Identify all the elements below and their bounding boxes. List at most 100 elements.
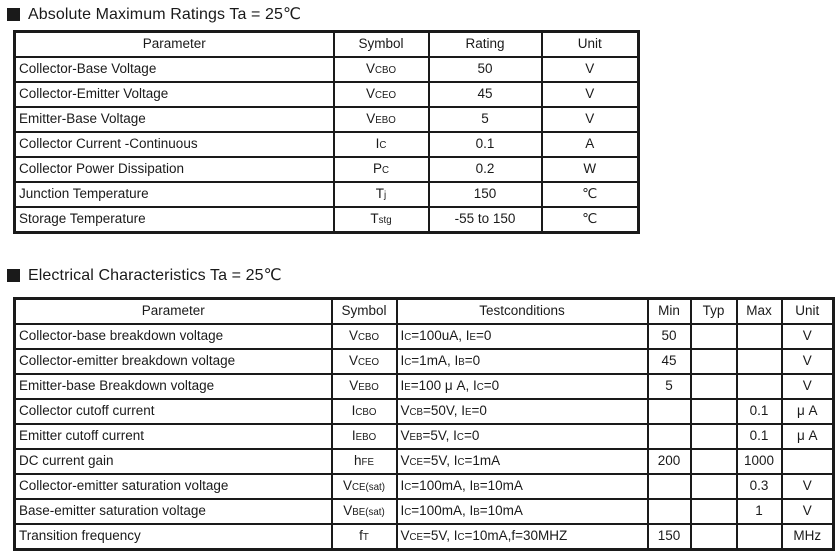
electrical-characteristics-table-body: Collector-base breakdown voltage VCBO IC=1… <box>13 323 835 551</box>
cell-symbol: ICBO <box>330 398 398 425</box>
table-row: Collector Power Dissipation PC 0.2 W <box>13 156 640 183</box>
cell-typ <box>689 523 738 551</box>
table-row: DC current gain hFE VCE=5V, IC=1mA 200 1000 <box>13 448 835 475</box>
table-row: Collector-Emitter Voltage VCEO 45 V <box>13 81 640 108</box>
cell-parameter: Collector Power Dissipation <box>13 156 335 183</box>
cell-rating: 50 <box>427 56 543 83</box>
cell-unit: μ A <box>780 398 835 425</box>
cell-max: 1000 <box>735 448 783 475</box>
cell-min: 200 <box>646 448 692 475</box>
cell-testconditions: IC=1mA, IB=0 <box>395 348 649 375</box>
cell-unit <box>780 448 835 475</box>
cell-unit: V <box>540 81 640 108</box>
cell-unit: V <box>540 56 640 83</box>
cell-symbol: VBE(sat) <box>330 498 398 525</box>
table-row: Junction Temperature Tj 150 ℃ <box>13 181 640 208</box>
column-header-symbol: Symbol <box>332 30 430 58</box>
cell-parameter: Junction Temperature <box>13 181 335 208</box>
cell-max <box>735 323 783 350</box>
cell-symbol: VEBO <box>330 373 398 400</box>
column-header-testconditions: Testconditions <box>395 297 649 325</box>
cell-symbol: fT <box>330 523 398 551</box>
table-row: Transition frequency fT VCE=5V, IC=10mA,f=… <box>13 523 835 551</box>
section-marker-icon <box>7 7 20 21</box>
cell-testconditions: IC=100mA, IB=10mA <box>395 473 649 500</box>
cell-parameter: Collector-base breakdown voltage <box>13 323 333 350</box>
cell-min: 5 <box>646 373 692 400</box>
cell-symbol: hFE <box>330 448 398 475</box>
abs-max-table-body: Collector-Base Voltage VCBO 50 V Collector-E… <box>13 56 640 234</box>
column-header-max: Max <box>735 297 783 325</box>
cell-unit: V <box>780 348 835 375</box>
cell-testconditions: IE=100 μ A, IC=0 <box>395 373 649 400</box>
cell-rating: 150 <box>427 181 543 208</box>
column-header-unit: Unit <box>780 297 835 325</box>
cell-min <box>646 498 692 525</box>
section-title-text: Electrical Characteristics Ta = 25℃ <box>28 267 282 284</box>
column-header-parameter: Parameter <box>13 30 335 58</box>
cell-typ <box>689 448 738 475</box>
table-row: Storage Temperature Tstg -55 to 150 ℃ <box>13 206 640 234</box>
section-title-absolute-maximum-ratings: Absolute Maximum Ratings Ta = 25℃ <box>7 4 301 24</box>
cell-testconditions: IC=100mA, IB=10mA <box>395 498 649 525</box>
cell-parameter: Emitter-base Breakdown voltage <box>13 373 333 400</box>
cell-unit: V <box>780 373 835 400</box>
cell-unit: V <box>540 106 640 133</box>
table-row: Collector Current -Continuous IC 0.1 A <box>13 131 640 158</box>
cell-typ <box>689 323 738 350</box>
cell-parameter: Collector-emitter breakdown voltage <box>13 348 333 375</box>
table-row: Collector-emitter breakdown voltage VCEO I… <box>13 348 835 375</box>
cell-max: 1 <box>735 498 783 525</box>
cell-typ <box>689 473 738 500</box>
cell-parameter: DC current gain <box>13 448 333 475</box>
cell-parameter: Transition frequency <box>13 523 333 551</box>
cell-max <box>735 373 783 400</box>
column-header-min: Min <box>646 297 692 325</box>
column-header-symbol: Symbol <box>330 297 398 325</box>
cell-rating: 5 <box>427 106 543 133</box>
cell-rating: 45 <box>427 81 543 108</box>
cell-unit: A <box>540 131 640 158</box>
table-row: Emitter-Base Voltage VEBO 5 V <box>13 106 640 133</box>
cell-rating: -55 to 150 <box>427 206 543 234</box>
cell-unit: ℃ <box>540 181 640 208</box>
cell-parameter: Storage Temperature <box>13 206 335 234</box>
table-row: Collector cutoff current ICBO VCB=50V, IE=… <box>13 398 835 425</box>
cell-typ <box>689 373 738 400</box>
cell-symbol: PC <box>332 156 430 183</box>
section-title-electrical-characteristics: Electrical Characteristics Ta = 25℃ <box>7 265 282 285</box>
cell-symbol: Tstg <box>332 206 430 234</box>
cell-parameter: Collector-Emitter Voltage <box>13 81 335 108</box>
cell-max <box>735 348 783 375</box>
column-header-rating: Rating <box>427 30 543 58</box>
cell-max: 0.3 <box>735 473 783 500</box>
cell-parameter: Collector cutoff current <box>13 398 333 425</box>
table-row: Collector-emitter saturation voltage VCE(… <box>13 473 835 500</box>
cell-testconditions: VEB=5V, IC=0 <box>395 423 649 450</box>
cell-rating: 0.1 <box>427 131 543 158</box>
cell-max <box>735 523 783 551</box>
table-header-row: Parameter Symbol Rating Unit <box>13 30 640 58</box>
cell-unit: V <box>780 473 835 500</box>
cell-min: 50 <box>646 323 692 350</box>
cell-min: 150 <box>646 523 692 551</box>
column-header-typ: Typ <box>689 297 738 325</box>
cell-unit: V <box>780 498 835 525</box>
cell-unit: μ A <box>780 423 835 450</box>
cell-testconditions: VCE=5V, IC=10mA,f=30MHZ <box>395 523 649 551</box>
cell-symbol: VCE(sat) <box>330 473 398 500</box>
cell-symbol: IC <box>332 131 430 158</box>
table-row: Collector-Base Voltage VCBO 50 V <box>13 56 640 83</box>
cell-parameter: Collector-Base Voltage <box>13 56 335 83</box>
cell-symbol: IEBO <box>330 423 398 450</box>
cell-testconditions: VCB=50V, IE=0 <box>395 398 649 425</box>
electrical-characteristics-table: Parameter Symbol Testconditions Min Typ … <box>13 297 835 551</box>
cell-rating: 0.2 <box>427 156 543 183</box>
section-marker-icon <box>7 268 20 282</box>
cell-testconditions: IC=100uA, IE=0 <box>395 323 649 350</box>
cell-unit: W <box>540 156 640 183</box>
cell-max: 0.1 <box>735 423 783 450</box>
cell-min <box>646 423 692 450</box>
cell-typ <box>689 348 738 375</box>
table-row: Emitter-base Breakdown voltage VEBO IE=100… <box>13 373 835 400</box>
